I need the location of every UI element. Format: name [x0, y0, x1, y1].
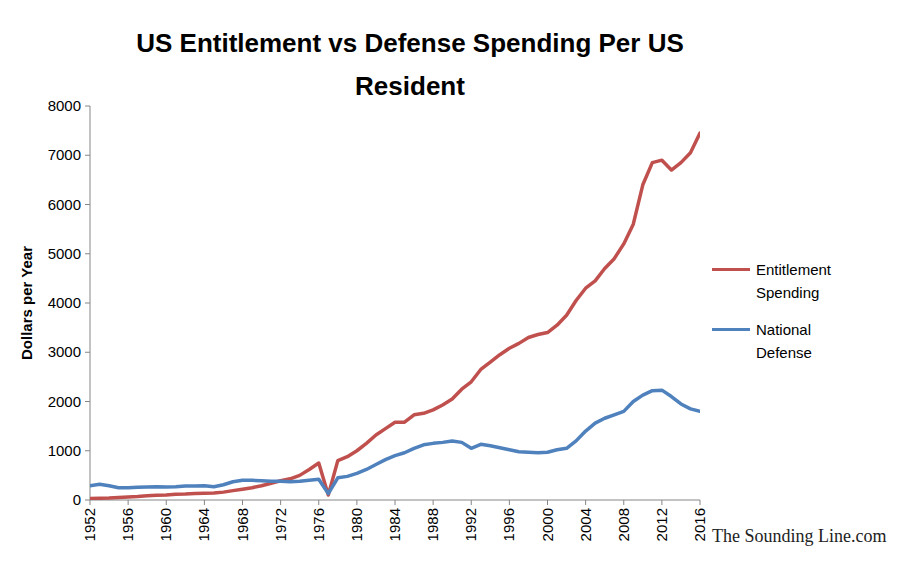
- y-tick-label: 3000: [48, 343, 81, 360]
- x-tick: [128, 500, 129, 505]
- x-tick-label: 2008: [615, 508, 632, 541]
- y-tick-label: 1000: [48, 442, 81, 459]
- x-tick: [90, 500, 91, 505]
- x-tick: [166, 500, 167, 505]
- y-tick: [85, 500, 90, 501]
- series-line: [90, 133, 700, 498]
- x-tick: [395, 500, 396, 505]
- y-tick-label: 0: [73, 491, 81, 508]
- title: US Entitlement vs Defense Spending Per U…: [110, 22, 710, 108]
- x-tick-label: 1984: [386, 508, 403, 541]
- x-tick-label: 1968: [234, 508, 251, 541]
- x-tick: [547, 500, 548, 505]
- x-tick: [509, 500, 510, 505]
- legend-swatch: [712, 328, 750, 331]
- y-tick-label: 8000: [48, 97, 81, 114]
- y-tick: [85, 352, 90, 353]
- y-tick: [85, 253, 90, 254]
- x-tick-label: 1976: [310, 508, 327, 541]
- series-line: [90, 390, 700, 493]
- y-tick-label: 5000: [48, 245, 81, 262]
- x-tick-label: 2016: [691, 508, 708, 541]
- x-tick: [242, 500, 243, 505]
- x-tick: [585, 500, 586, 505]
- legend-label: National Defense: [756, 318, 871, 364]
- legend-label: Entitlement Spending: [756, 258, 871, 304]
- chart: {"chart_data": {"type": "line", "title":…: [0, 0, 920, 568]
- x-tick-label: 2012: [653, 508, 670, 541]
- x-tick: [700, 500, 701, 505]
- x-tick-label: 1972: [272, 508, 289, 541]
- annotation: The Sounding Line.com: [712, 526, 886, 547]
- x-tick-label: 2000: [539, 508, 556, 541]
- x-tick-label: 1952: [81, 508, 98, 541]
- x-tick: [661, 500, 662, 505]
- x-tick: [318, 500, 319, 505]
- y-tick: [85, 303, 90, 304]
- y-tick: [85, 155, 90, 156]
- x-tick: [623, 500, 624, 505]
- x-tick: [280, 500, 281, 505]
- x-tick-label: 1988: [424, 508, 441, 541]
- y-tick-label: 7000: [48, 146, 81, 163]
- x-tick-label: 2004: [577, 508, 594, 541]
- y-tick: [85, 106, 90, 107]
- x-tick-label: 1980: [348, 508, 365, 541]
- x-tick-label: 1996: [500, 508, 517, 541]
- y-tick: [85, 401, 90, 402]
- x-tick: [204, 500, 205, 505]
- y-tick-label: 2000: [48, 393, 81, 410]
- x-tick-label: 1956: [119, 508, 136, 541]
- x-tick: [471, 500, 472, 505]
- x-tick-label: 1964: [195, 508, 212, 541]
- y-tick-label: 4000: [48, 294, 81, 311]
- x-tick-label: 1960: [157, 508, 174, 541]
- x-tick-label: 1992: [462, 508, 479, 541]
- y-tick: [85, 450, 90, 451]
- y-tick: [85, 204, 90, 205]
- legend-swatch: [712, 268, 750, 271]
- y-tick-label: 6000: [48, 196, 81, 213]
- series-group: [90, 133, 700, 498]
- y-axis-label: Dollars per Year: [18, 246, 35, 360]
- x-tick: [356, 500, 357, 505]
- x-tick: [433, 500, 434, 505]
